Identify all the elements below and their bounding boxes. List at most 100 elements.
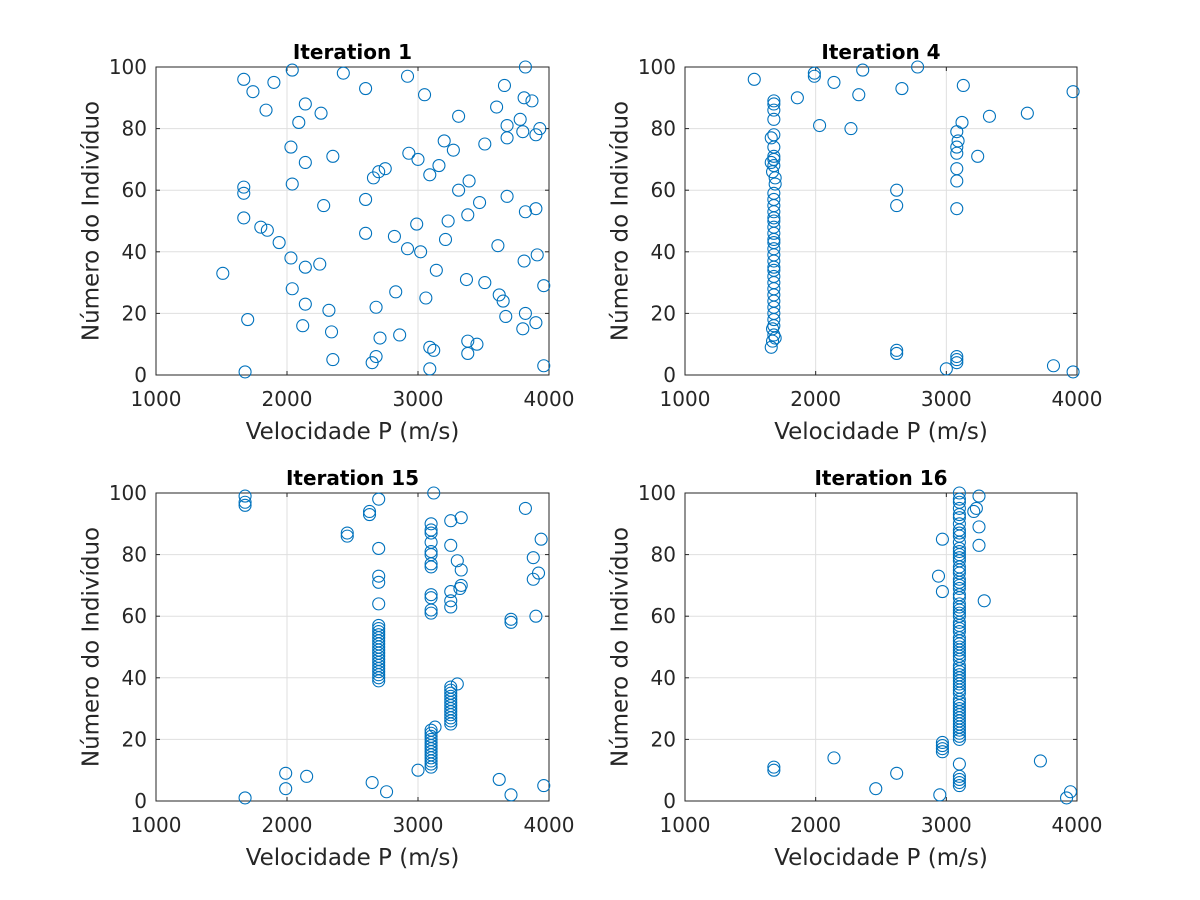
data-point [296,319,310,333]
tick-labels: 1000 2000 3000 4000 0 20 40 60 80 100 [109,481,575,837]
data-point [279,766,293,780]
data-point [911,60,925,74]
y-tick-label: 20 [122,301,147,325]
data-point [767,112,781,126]
data-point [827,75,841,89]
y-tick-label: 40 [651,666,676,690]
data-point [972,520,986,534]
y-tick-label: 60 [122,178,147,202]
y-axis-label: Número do Indivíduo [608,527,634,767]
data-point [414,245,428,259]
axes-box [155,492,550,802]
data-point [504,615,518,629]
data-point [950,356,964,370]
data-points [216,60,551,379]
data-point [429,263,443,277]
data-point [380,785,394,799]
data-point [285,282,299,296]
data-point [531,566,546,580]
x-tick-label: 3000 [921,813,972,837]
data-point [372,165,386,179]
data-point [931,569,946,583]
data-point [369,300,383,314]
y-tick-label: 40 [122,666,147,690]
data-point [400,69,415,83]
data-point [1066,85,1080,99]
data-point [450,554,464,568]
y-tick-label: 60 [651,178,676,202]
data-point [516,322,530,336]
data-point [372,674,386,688]
data-point [767,760,781,774]
data-point [955,115,969,129]
data-points [238,486,551,805]
data-point [952,769,966,783]
data-point [237,211,251,225]
data-point [856,63,870,77]
data-point [500,189,514,203]
data-point [1033,754,1047,768]
data-point [424,591,438,605]
data-point [537,359,551,373]
data-point [977,594,991,608]
data-point [444,714,458,728]
data-point [952,486,966,500]
data-point [935,745,949,759]
y-tick-label: 0 [663,363,676,387]
axes-box [684,66,1078,376]
data-point [238,365,252,379]
data-point [237,180,251,194]
x-tick-label: 3000 [921,387,972,411]
data-point [537,279,551,293]
y-axis-label: Número do Indivíduo [79,101,105,341]
data-point [807,66,821,80]
plot-title: Iteration 4 [821,40,940,64]
data-point [260,223,274,237]
x-axis-label: Velocidade P (m/s) [774,845,988,871]
axes-box [155,66,550,376]
data-point [285,177,299,191]
data-point [372,668,386,682]
data-point [952,581,966,596]
data-point [438,232,453,247]
x-tick-label: 1000 [660,387,711,411]
data-point [767,97,781,111]
data-point [952,677,966,691]
x-axis-label: Velocidade P (m/s) [246,419,460,445]
data-point [461,346,475,360]
data-point [372,575,386,589]
data-point [298,155,312,170]
data-point [444,585,458,599]
data-point [259,103,273,117]
data-point [952,779,966,793]
y-tick-label: 80 [651,543,676,567]
x-axis-label: Velocidade P (m/s) [246,845,460,871]
axes-box [684,492,1078,802]
data-point [237,186,251,200]
data-point [237,72,251,86]
data-point [424,754,438,768]
data-point [844,122,858,136]
data-point [890,183,904,197]
data-point [952,726,966,740]
axes-frame [155,66,550,376]
data-point [372,597,386,611]
data-point [298,297,312,311]
data-point [424,535,438,549]
data-point [518,501,532,515]
data-point [387,229,401,243]
data-point [324,325,339,339]
data-point [537,779,551,793]
data-point [950,146,964,160]
data-point [813,118,827,133]
data-point [504,612,518,626]
data-point [764,340,778,354]
data-point [441,214,455,228]
data-point [767,94,781,108]
x-tick-label: 1000 [660,813,711,837]
data-point [446,143,460,157]
data-point [952,732,966,746]
data-point [952,729,966,743]
data-point [890,199,904,213]
